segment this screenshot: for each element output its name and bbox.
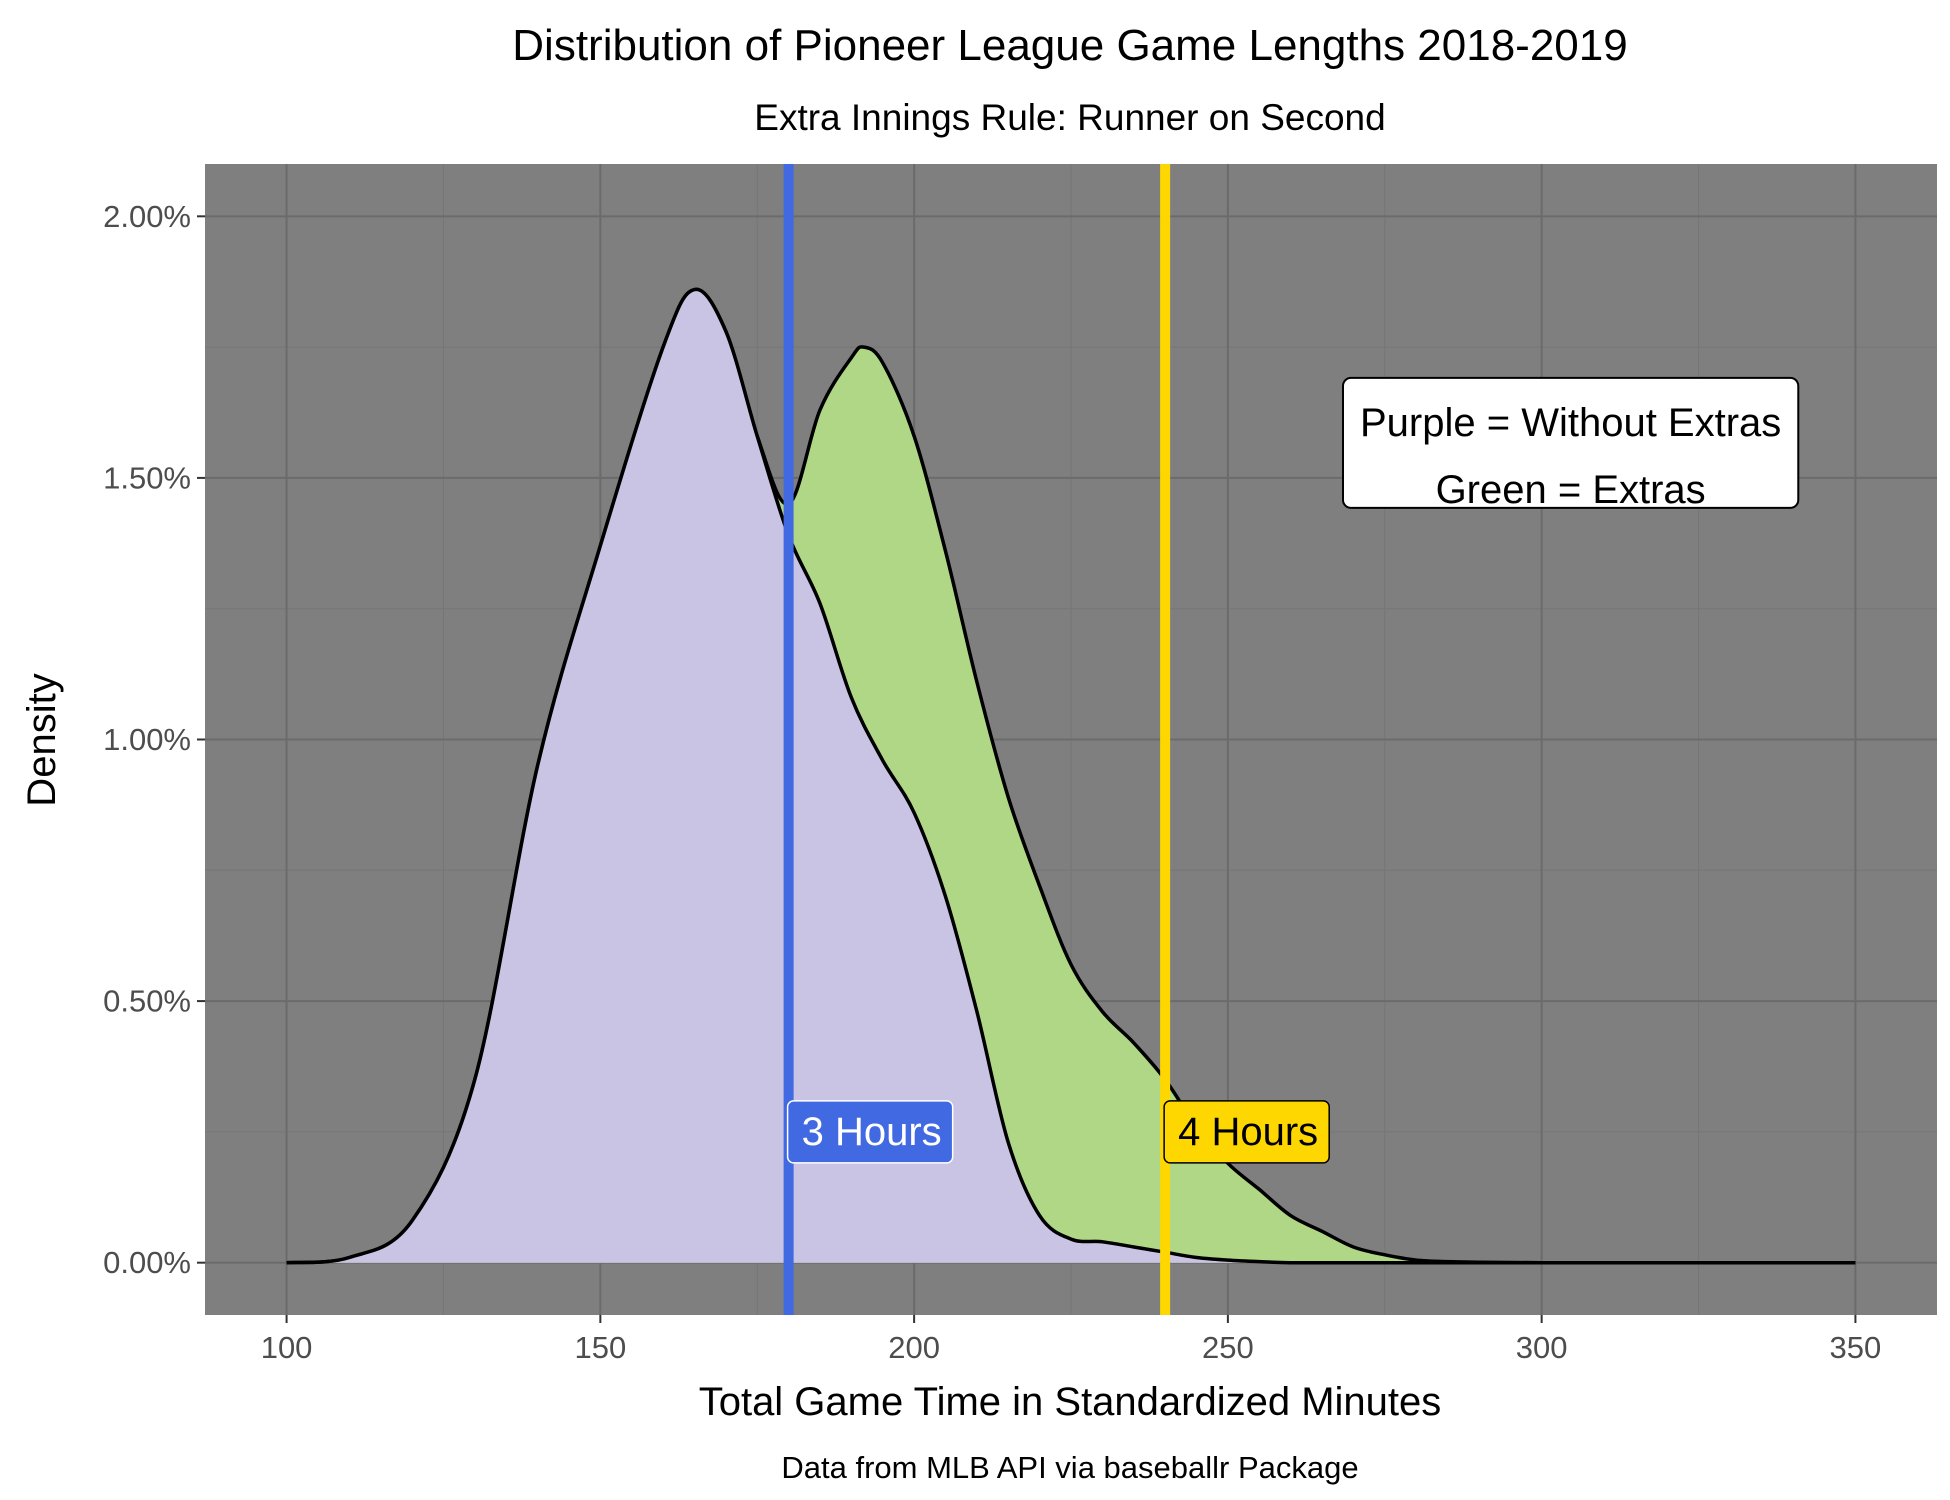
chart-subtitle: Extra Innings Rule: Runner on Second bbox=[754, 97, 1385, 138]
y-tick-label: 1.00% bbox=[103, 722, 191, 757]
reference-label-1: 4 Hours bbox=[1163, 1100, 1330, 1164]
reference-label-box bbox=[786, 1100, 954, 1164]
reference-label-text: 3 Hours bbox=[802, 1110, 942, 1154]
x-tick-label: 350 bbox=[1830, 1330, 1882, 1365]
y-axis-label: Density bbox=[20, 673, 64, 806]
annotation-line-purple: Purple = Without Extras bbox=[1360, 401, 1781, 445]
reference-labels: 3 Hours 4 Hours bbox=[786, 1100, 1330, 1164]
reference-label-text: 4 Hours bbox=[1178, 1110, 1318, 1154]
y-tick-label: 2.00% bbox=[103, 199, 191, 234]
legend-annotation-box: Purple = Without Extras Green = Extras bbox=[1341, 376, 1800, 512]
annotation-box bbox=[1341, 376, 1800, 509]
x-axis-label: Total Game Time in Standardized Minutes bbox=[699, 1380, 1442, 1424]
annotation-line-green: Green = Extras bbox=[1436, 468, 1706, 512]
chart-caption: Data from MLB API via baseballr Package bbox=[781, 1450, 1358, 1485]
y-tick-label: 1.50% bbox=[103, 460, 191, 495]
x-tick-label: 200 bbox=[888, 1330, 940, 1365]
chart-title: Distribution of Pioneer League Game Leng… bbox=[512, 21, 1627, 70]
density-areas bbox=[286, 287, 1856, 1265]
density-outline-without_extras bbox=[286, 287, 1856, 1265]
reference-label-box bbox=[1163, 1100, 1330, 1164]
x-axis: 100 150 200 250 300 350 bbox=[261, 1315, 1882, 1365]
x-tick-label: 150 bbox=[574, 1330, 626, 1365]
y-tick-label: 0.00% bbox=[103, 1245, 191, 1280]
x-tick-label: 250 bbox=[1202, 1330, 1254, 1365]
y-axis: 0.00% 0.50% 1.00% 1.50% 2.00% bbox=[103, 199, 205, 1280]
reference-label-0: 3 Hours bbox=[786, 1100, 954, 1164]
density-area-without_extras bbox=[286, 289, 1856, 1263]
y-tick-label: 0.50% bbox=[103, 984, 191, 1019]
x-tick-label: 100 bbox=[261, 1330, 313, 1365]
x-tick-label: 300 bbox=[1516, 1330, 1568, 1365]
